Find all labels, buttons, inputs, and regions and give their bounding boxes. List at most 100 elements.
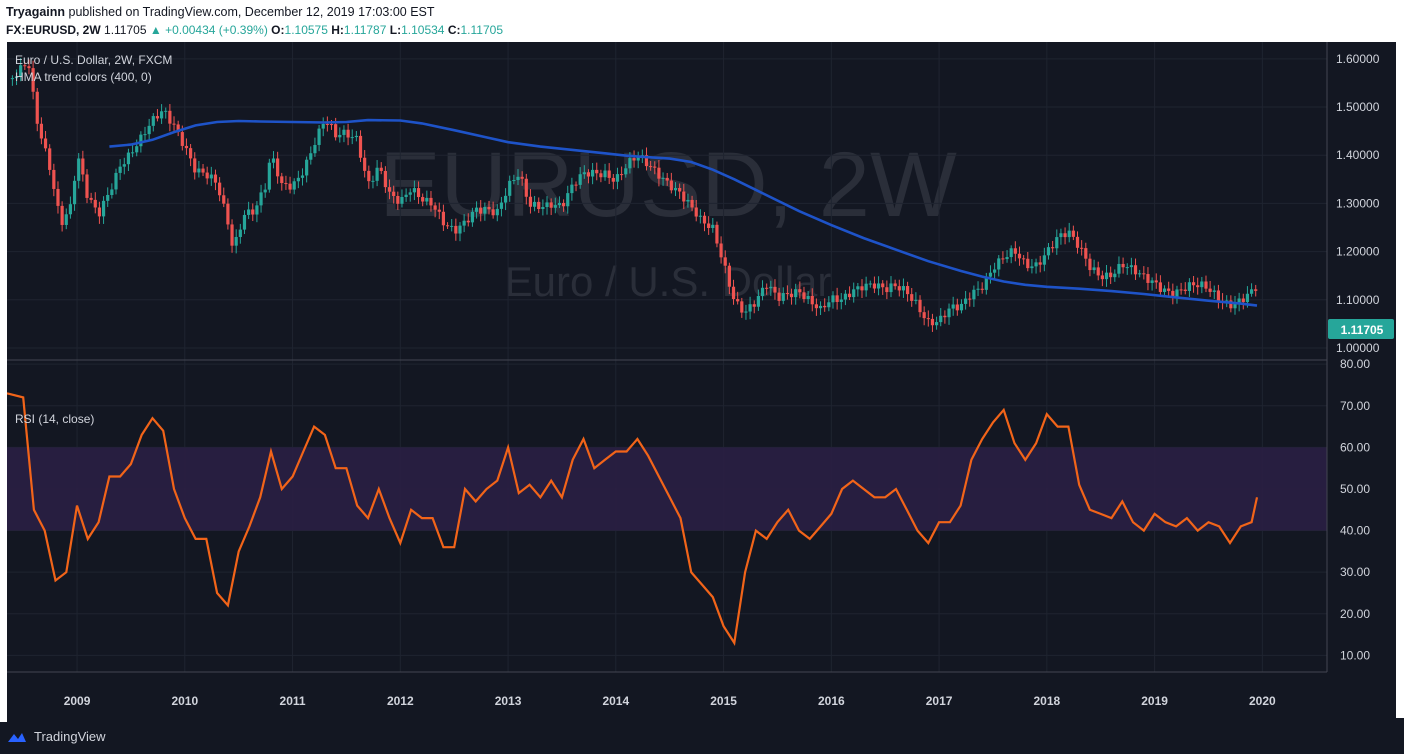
rsi-axis[interactable]: 10.00 20.00 30.00 40.00 50.00 60.00 70.00 80.00 bbox=[1340, 357, 1370, 662]
price-tick-label: 1.10000 bbox=[1336, 293, 1380, 307]
candle-body bbox=[901, 286, 906, 291]
candle-body bbox=[263, 189, 267, 193]
left-margin bbox=[0, 42, 7, 722]
candle-body bbox=[89, 197, 93, 200]
candle-body bbox=[1038, 262, 1042, 265]
candle-body bbox=[951, 304, 955, 309]
candle-body bbox=[964, 298, 968, 304]
candle-body bbox=[818, 305, 823, 309]
time-axis[interactable]: 2009 2010 2011 2012 2013 2014 2015 2016 2017 2018… bbox=[64, 694, 1276, 708]
candle-body bbox=[367, 170, 371, 182]
candle-body bbox=[396, 195, 400, 204]
candle-body bbox=[665, 177, 669, 181]
candle-body bbox=[611, 177, 615, 182]
chart-svg[interactable]: EURUSD, 2W Euro / U.S. Dollar 1.00000 1.1… bbox=[0, 42, 1404, 722]
hma-legend[interactable]: HMA trend colors (400, 0) bbox=[15, 70, 152, 84]
candle-body bbox=[947, 308, 951, 318]
candle-body bbox=[694, 207, 698, 217]
candle-body bbox=[1187, 282, 1192, 291]
candle-body bbox=[495, 208, 499, 216]
candle-body bbox=[620, 174, 624, 176]
candle-body bbox=[831, 295, 835, 303]
candle-body bbox=[997, 258, 1001, 270]
time-tick-label: 2014 bbox=[602, 694, 629, 708]
candle-body bbox=[827, 302, 831, 308]
candle-body bbox=[180, 132, 184, 146]
candle-body bbox=[1241, 298, 1245, 303]
symbol-label: FX:EURUSD, 2W bbox=[6, 23, 101, 37]
candle-body bbox=[744, 311, 748, 313]
candle-body bbox=[139, 134, 143, 147]
candle-body bbox=[284, 183, 288, 185]
candle-body bbox=[553, 205, 557, 208]
candle-body bbox=[698, 215, 702, 217]
candle-body bbox=[441, 211, 446, 226]
candle-body bbox=[1109, 272, 1113, 278]
candle-body bbox=[213, 174, 218, 183]
candle-body bbox=[143, 134, 147, 136]
candle-body bbox=[644, 155, 649, 167]
candle-body bbox=[1191, 282, 1196, 286]
candle-body bbox=[346, 129, 350, 138]
instrument-legend[interactable]: Euro / U.S. Dollar, 2W, FXCM bbox=[15, 53, 173, 67]
candle-body bbox=[690, 199, 694, 208]
candle-body bbox=[1051, 247, 1055, 249]
candle-body bbox=[135, 146, 139, 153]
candle-body bbox=[1179, 289, 1183, 291]
price-axis[interactable]: 1.00000 1.10000 1.20000 1.30000 1.40000 1.500… bbox=[1336, 52, 1380, 355]
candle-body bbox=[545, 202, 549, 208]
candle-body bbox=[707, 223, 711, 229]
candle-body bbox=[512, 180, 516, 182]
candle-body bbox=[255, 205, 259, 215]
candle-body bbox=[1249, 289, 1254, 294]
candle-body bbox=[943, 315, 947, 318]
candle-body bbox=[984, 276, 988, 290]
candle-body bbox=[810, 295, 814, 305]
candle-body bbox=[1104, 272, 1109, 280]
candle-body bbox=[1146, 274, 1150, 283]
candle-body bbox=[338, 134, 342, 138]
candle-body bbox=[524, 178, 528, 197]
chart-area[interactable]: EURUSD, 2W Euro / U.S. Dollar 1.00000 1.1… bbox=[0, 42, 1404, 722]
candle-body bbox=[756, 295, 760, 307]
candle-body bbox=[433, 205, 437, 210]
candle-body bbox=[1059, 233, 1063, 238]
candle-body bbox=[1138, 273, 1142, 275]
candle-body bbox=[777, 292, 781, 301]
candle-body bbox=[334, 124, 338, 138]
rsi-legend[interactable]: RSI (14, close) bbox=[15, 412, 95, 426]
tradingview-logo[interactable]: TradingView bbox=[6, 729, 106, 744]
candle-body bbox=[765, 287, 769, 289]
candle-body bbox=[329, 124, 334, 126]
rsi-band bbox=[7, 447, 1327, 531]
candle-body bbox=[1088, 258, 1092, 271]
candle-body bbox=[959, 303, 964, 311]
candle-body bbox=[412, 188, 416, 193]
candle-body bbox=[599, 173, 603, 178]
candle-body bbox=[835, 295, 839, 302]
time-tick-label: 2017 bbox=[926, 694, 953, 708]
candle-body bbox=[151, 116, 155, 126]
candle-body bbox=[184, 145, 189, 149]
candle-body bbox=[1030, 266, 1034, 269]
change-value: ▲ +0.00434 (+0.39%) bbox=[149, 23, 268, 37]
author-name[interactable]: Tryagainn bbox=[6, 5, 66, 19]
candle-body bbox=[570, 184, 574, 194]
candle-body bbox=[1005, 257, 1009, 260]
candle-body bbox=[860, 286, 864, 291]
candle-body bbox=[267, 162, 271, 190]
candle-body bbox=[375, 167, 379, 181]
candle-body bbox=[1204, 281, 1208, 289]
candle-body bbox=[760, 287, 765, 296]
candle-body bbox=[520, 176, 524, 179]
candle-body bbox=[363, 157, 367, 171]
candle-body bbox=[823, 305, 827, 308]
candle-body bbox=[769, 286, 773, 289]
footer-bar: TradingView bbox=[0, 722, 1404, 754]
candle-body bbox=[43, 138, 48, 149]
last-price-tag bbox=[1328, 319, 1394, 339]
candle-body bbox=[159, 111, 164, 119]
candle-body bbox=[106, 194, 110, 201]
candle-body bbox=[358, 135, 363, 158]
candle-body bbox=[794, 289, 798, 298]
